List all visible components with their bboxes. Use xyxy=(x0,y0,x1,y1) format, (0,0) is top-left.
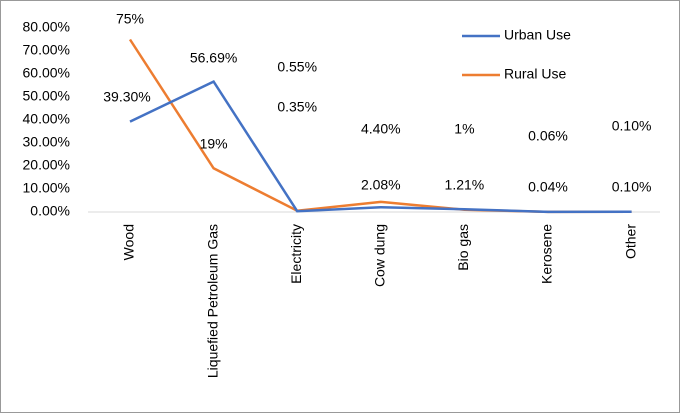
data-label: 4.40% xyxy=(361,121,401,137)
data-label: 0.06% xyxy=(528,128,568,144)
data-label: 0.55% xyxy=(277,59,317,75)
legend-label: Urban Use xyxy=(504,27,571,43)
x-tick-label: Kerosene xyxy=(539,224,555,284)
y-tick-label: 50.00% xyxy=(23,88,70,104)
y-tick-label: 60.00% xyxy=(23,65,70,81)
data-label: 19% xyxy=(200,136,228,152)
y-tick-label: 10.00% xyxy=(23,180,70,196)
data-label: 2.08% xyxy=(361,177,401,193)
x-tick-label: Bio gas xyxy=(455,224,471,271)
data-label: 75% xyxy=(116,11,144,27)
data-label: 0.10% xyxy=(612,179,652,195)
y-tick-label: 30.00% xyxy=(23,134,70,150)
data-label: 0.04% xyxy=(528,179,568,195)
x-tick-label: Liquefied Petroleum Gas xyxy=(204,224,220,378)
data-label: 56.69% xyxy=(190,50,237,66)
data-label: 0.35% xyxy=(277,99,317,115)
x-tick-label: Cow dung xyxy=(372,224,388,287)
data-label: 39.30% xyxy=(103,89,150,105)
x-tick-label: Electricity xyxy=(288,224,304,284)
y-tick-label: 80.00% xyxy=(23,19,70,35)
data-label: 1.21% xyxy=(445,177,485,193)
x-tick-label: Wood xyxy=(121,224,137,260)
y-tick-label: 0.00% xyxy=(30,203,70,219)
y-tick-label: 20.00% xyxy=(23,157,70,173)
legend-label: Rural Use xyxy=(504,66,566,82)
data-label: 1% xyxy=(454,121,474,137)
data-label: 0.10% xyxy=(612,118,652,134)
x-tick-label: Other xyxy=(622,224,638,259)
y-tick-label: 40.00% xyxy=(23,111,70,127)
series-line xyxy=(129,80,632,214)
y-tick-label: 70.00% xyxy=(23,42,70,58)
